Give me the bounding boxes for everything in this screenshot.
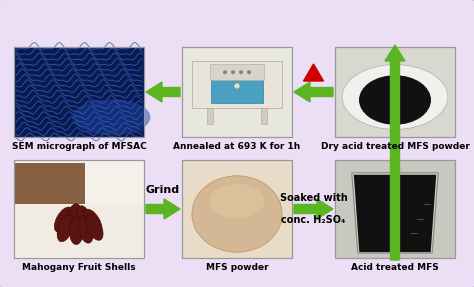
FancyBboxPatch shape	[207, 108, 213, 124]
Text: Annealed at 693 K for 1h: Annealed at 693 K for 1h	[173, 142, 301, 151]
Ellipse shape	[78, 216, 93, 243]
Text: conc. H₂SO₄: conc. H₂SO₄	[282, 215, 346, 225]
Circle shape	[234, 83, 240, 89]
FancyArrow shape	[294, 199, 333, 219]
FancyBboxPatch shape	[182, 47, 292, 137]
Ellipse shape	[76, 206, 91, 233]
Text: Grind: Grind	[146, 185, 180, 195]
Text: MFS powder: MFS powder	[206, 263, 268, 272]
FancyArrow shape	[294, 82, 333, 102]
FancyBboxPatch shape	[14, 47, 144, 137]
FancyBboxPatch shape	[211, 69, 263, 103]
Polygon shape	[352, 173, 438, 253]
FancyBboxPatch shape	[335, 47, 455, 137]
Ellipse shape	[342, 65, 448, 129]
Ellipse shape	[66, 204, 81, 231]
Polygon shape	[303, 64, 323, 81]
Text: Mahogany Fruit Shells: Mahogany Fruit Shells	[22, 263, 136, 272]
Ellipse shape	[69, 217, 83, 245]
FancyBboxPatch shape	[192, 61, 282, 108]
Circle shape	[247, 70, 251, 74]
Ellipse shape	[57, 215, 73, 242]
Ellipse shape	[73, 99, 151, 135]
Circle shape	[231, 70, 235, 74]
Ellipse shape	[83, 209, 102, 234]
FancyBboxPatch shape	[14, 163, 85, 207]
Text: Acid treated MFS: Acid treated MFS	[351, 263, 439, 272]
Ellipse shape	[192, 176, 282, 252]
FancyArrow shape	[146, 82, 180, 102]
Ellipse shape	[210, 184, 264, 218]
Text: Dry acid treated MFS powder: Dry acid treated MFS powder	[320, 142, 469, 151]
Ellipse shape	[55, 207, 73, 232]
FancyBboxPatch shape	[210, 64, 264, 80]
Polygon shape	[354, 175, 436, 252]
FancyBboxPatch shape	[15, 204, 143, 257]
FancyBboxPatch shape	[14, 163, 85, 207]
Circle shape	[239, 70, 243, 74]
FancyBboxPatch shape	[261, 108, 267, 124]
FancyBboxPatch shape	[335, 160, 455, 258]
Circle shape	[223, 70, 227, 74]
Ellipse shape	[86, 214, 103, 240]
FancyArrow shape	[146, 199, 180, 219]
Ellipse shape	[359, 75, 431, 125]
FancyArrow shape	[385, 45, 405, 260]
Text: Soaked with: Soaked with	[280, 193, 347, 203]
FancyBboxPatch shape	[182, 160, 292, 258]
FancyBboxPatch shape	[14, 160, 144, 258]
Text: SEM micrograph of MFSAC: SEM micrograph of MFSAC	[12, 142, 146, 151]
